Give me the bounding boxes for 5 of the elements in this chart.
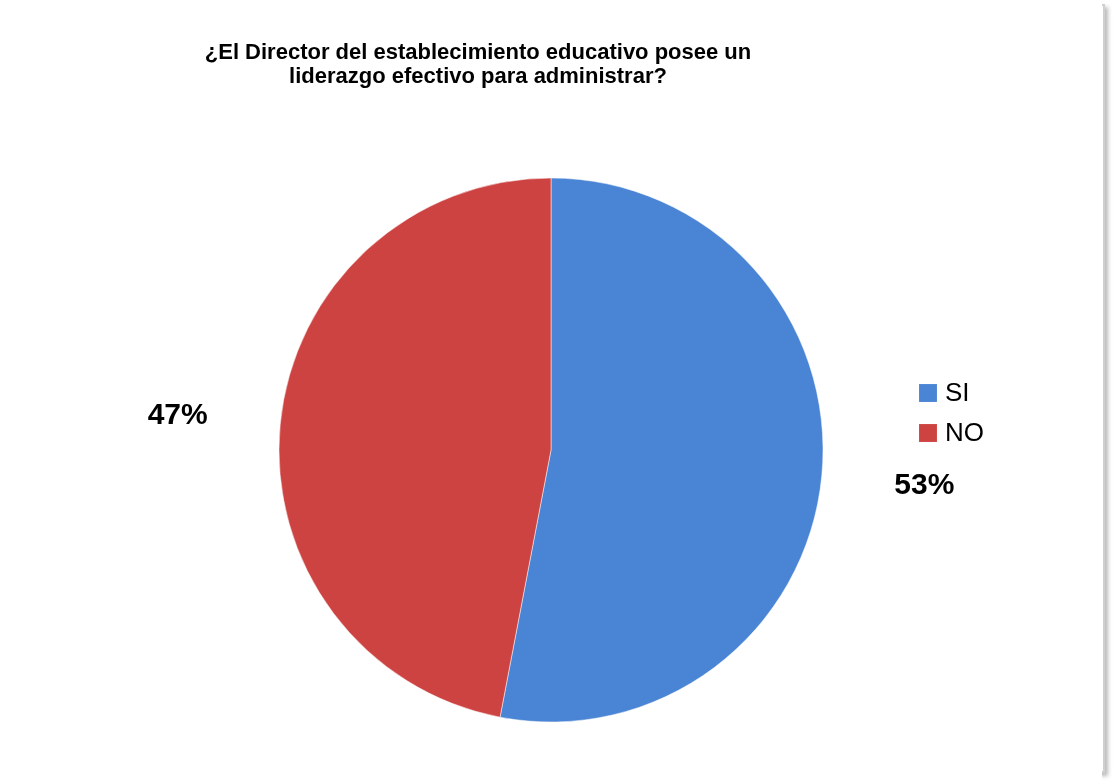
legend-label: SI xyxy=(945,377,970,407)
data-label: 47% xyxy=(147,396,208,430)
legend-label: NO xyxy=(945,417,984,447)
data-label: 53% xyxy=(894,467,955,501)
chart-title: ¿El Director del establecimiento educativo posee un liderazgo efectivo para administrar? xyxy=(204,39,752,88)
